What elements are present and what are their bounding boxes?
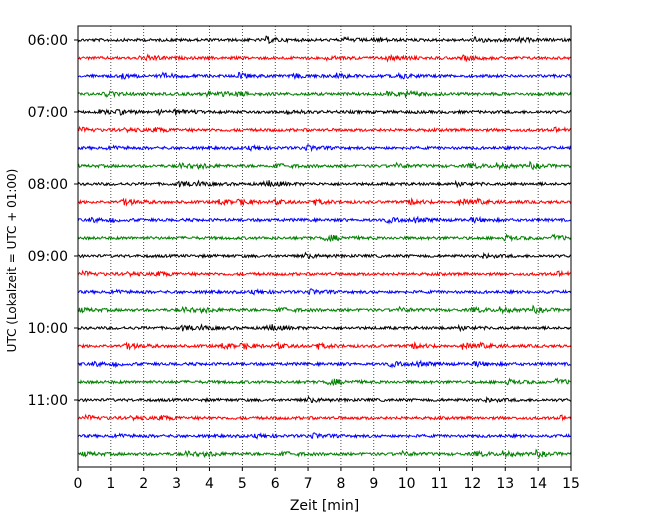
seismic-trace [77, 288, 572, 296]
seismic-trace [77, 53, 572, 63]
x-tick-label: 1 [106, 476, 115, 492]
seismic-trace [77, 341, 572, 351]
x-tick-label: 0 [74, 476, 83, 492]
seismic-trace [77, 160, 572, 171]
y-tick-label: 07:00 [28, 105, 68, 121]
seismic-trace [77, 215, 572, 225]
trace-layer [77, 35, 572, 459]
y-tick-label: 09:00 [28, 249, 68, 265]
seismic-trace [77, 395, 572, 404]
x-tick-label: 7 [304, 476, 313, 492]
seismic-trace [77, 448, 572, 459]
seismic-trace [77, 269, 572, 278]
x-tick-label: 2 [139, 476, 148, 492]
seismic-trace [77, 233, 572, 243]
x-tick-label: 5 [238, 476, 247, 492]
seismic-trace [77, 144, 572, 153]
x-tick-label: 9 [369, 476, 378, 492]
x-tick-label: 15 [562, 476, 580, 492]
seismic-trace [77, 413, 572, 422]
seismic-trace [77, 179, 572, 189]
x-tick-label: 14 [529, 476, 547, 492]
x-tick-label: 4 [205, 476, 214, 492]
seismic-trace [77, 71, 572, 80]
seismic-trace [77, 304, 572, 315]
seismic-trace [77, 197, 572, 207]
seismic-trace [77, 108, 572, 117]
y-tick-label: 06:00 [28, 33, 68, 49]
y-axis-ticks: 06:00 07:00 08:00 09:00 10:00 11:00 [28, 33, 78, 409]
seismic-trace [77, 125, 572, 134]
x-tick-label: 6 [271, 476, 280, 492]
x-tick-label: 3 [172, 476, 181, 492]
y-axis-label: UTC (Lokalzeit = UTC + 01:00) [5, 169, 19, 353]
seismic-trace [77, 359, 572, 369]
x-tick-label: 8 [336, 476, 345, 492]
plot-frame [77, 25, 572, 468]
x-tick-label: 13 [496, 476, 514, 492]
seismic-trace [77, 89, 572, 99]
x-tick-label: 12 [463, 476, 481, 492]
x-tick-label: 10 [398, 476, 416, 492]
x-axis-ticks: 0 1 2 3 4 5 6 7 8 9 10 11 12 13 14 15 [74, 467, 580, 492]
x-axis-label: Zeit [min] [290, 498, 359, 514]
seismic-trace [77, 432, 572, 440]
x-tick-label: 11 [431, 476, 449, 492]
seismic-trace [77, 377, 572, 387]
seismic-trace [77, 251, 572, 260]
seismic-trace [77, 323, 572, 333]
y-tick-label: 10:00 [28, 321, 68, 337]
y-tick-label: 08:00 [28, 177, 68, 193]
y-tick-label: 11:00 [28, 393, 68, 409]
seismic-trace [77, 35, 572, 45]
